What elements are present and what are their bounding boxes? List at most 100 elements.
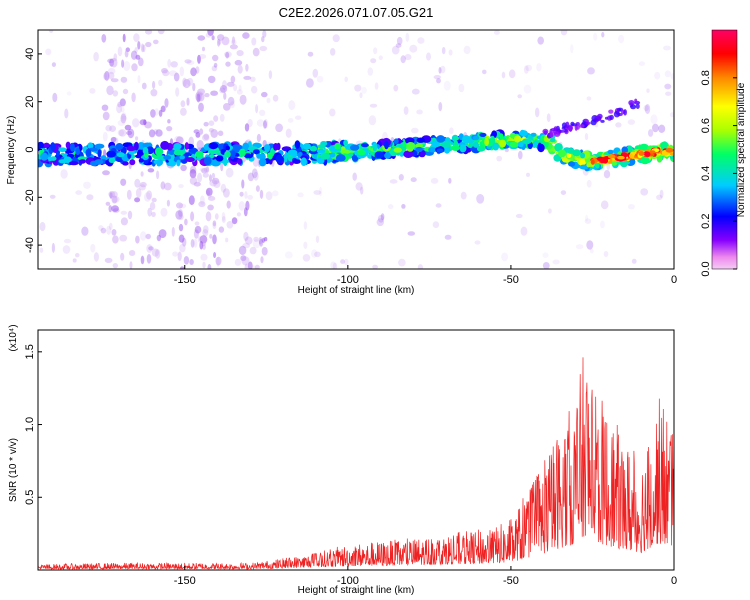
- noise-speckle: [263, 120, 267, 129]
- snr-x-ticks: -150 -100 -50 0: [174, 566, 677, 587]
- noise-speckle: [258, 236, 263, 245]
- ridge-blob: [656, 154, 663, 163]
- ridge-blob: [517, 141, 524, 148]
- noise-speckle: [600, 200, 609, 210]
- noise-speckle: [139, 119, 147, 126]
- noise-speckle: [110, 78, 119, 83]
- noise-speckle: [138, 184, 146, 191]
- noise-speckle: [226, 81, 235, 87]
- noise-speckle: [108, 190, 115, 198]
- ridge-blob: [173, 149, 184, 156]
- noise-speckle: [188, 195, 195, 206]
- noise-speckle: [436, 78, 441, 84]
- noise-speckle: [202, 172, 209, 178]
- noise-speckle: [552, 259, 560, 265]
- noise-speckle: [197, 35, 206, 41]
- noise-speckle: [330, 261, 337, 269]
- noise-speckle: [618, 34, 625, 44]
- noise-speckle: [380, 213, 385, 221]
- noise-speckle: [628, 204, 635, 210]
- noise-speckle: [252, 239, 261, 249]
- noise-speckle: [146, 253, 152, 264]
- noise-speckle: [314, 251, 321, 258]
- noise-speckle: [244, 236, 253, 245]
- ridge-blob: [489, 135, 496, 144]
- noise-speckle: [236, 50, 244, 57]
- ridge-blob: [126, 145, 136, 152]
- noise-speckle: [359, 92, 363, 99]
- colorbar-tick-label: 0.4: [700, 166, 712, 181]
- noise-speckle: [372, 264, 378, 269]
- noise-speckle: [205, 189, 211, 197]
- noise-speckle: [400, 55, 406, 64]
- noise-speckle: [86, 194, 94, 201]
- noise-speckle: [243, 75, 252, 80]
- ridge-blob: [415, 146, 423, 153]
- noise-speckle: [458, 83, 465, 93]
- ridge-blob: [341, 149, 351, 154]
- noise-speckle: [197, 54, 201, 64]
- noise-speckle: [117, 101, 123, 108]
- noise-speckle: [104, 257, 113, 263]
- noise-speckle: [417, 37, 425, 44]
- noise-speckle: [199, 128, 204, 135]
- noise-speckle: [272, 190, 279, 197]
- noise-speckle: [438, 67, 442, 74]
- ridge-blob: [185, 157, 195, 163]
- noise-speckle: [265, 191, 273, 201]
- noise-speckle: [537, 36, 544, 45]
- noise-speckle: [535, 107, 540, 118]
- noise-speckle: [560, 190, 567, 196]
- noise-speckle: [211, 172, 215, 179]
- ridge-blob: [509, 132, 516, 139]
- noise-speckle: [155, 129, 163, 137]
- noise-speckle: [295, 115, 302, 120]
- noise-speckle: [627, 119, 636, 125]
- noise-speckle: [180, 164, 187, 172]
- ridge-blob: [639, 143, 649, 151]
- noise-speckle: [120, 178, 127, 186]
- noise-speckle: [297, 192, 304, 198]
- noise-speckle: [650, 114, 658, 124]
- noise-speckle: [140, 255, 145, 265]
- noise-speckle: [416, 109, 423, 115]
- noise-speckle: [542, 262, 550, 269]
- noise-speckle: [234, 258, 242, 266]
- noise-speckle: [147, 207, 152, 217]
- noise-speckle: [526, 172, 530, 177]
- upper-branch-blob: [600, 119, 605, 123]
- snr-y-ticks: 0.5 1.0 1.5: [24, 344, 42, 505]
- ridge-blob: [87, 142, 94, 149]
- noise-speckle: [133, 33, 140, 42]
- noise-speckle: [303, 241, 308, 249]
- noise-speckle: [172, 251, 179, 257]
- noise-speckle: [213, 180, 221, 189]
- noise-speckle: [227, 96, 235, 106]
- noise-speckle: [448, 49, 453, 56]
- noise-speckle: [411, 88, 420, 95]
- noise-speckle: [173, 72, 180, 82]
- noise-speckle: [202, 229, 209, 237]
- noise-speckle: [496, 155, 503, 162]
- noise-speckle: [262, 30, 267, 38]
- ridge-blob: [579, 164, 589, 170]
- ridge-blob: [303, 143, 311, 150]
- noise-speckle: [213, 115, 219, 122]
- noise-speckle: [152, 80, 156, 90]
- spectrogram-x-ticks: -150 -100 -50 0: [174, 265, 677, 286]
- noise-speckle: [107, 58, 115, 64]
- noise-speckle: [586, 240, 594, 250]
- ridge-blob: [273, 143, 279, 151]
- upper-branch-blob: [564, 129, 568, 133]
- noise-speckle: [196, 140, 204, 150]
- noise-speckle: [129, 261, 133, 269]
- noise-speckle: [190, 239, 195, 248]
- noise-speckle: [106, 85, 114, 96]
- ridge-blob: [393, 138, 399, 144]
- ridge-blob: [215, 155, 224, 162]
- ridge-blob: [329, 152, 336, 158]
- upper-branch-blob: [608, 109, 614, 114]
- noise-speckle: [460, 191, 467, 200]
- noise-speckle: [593, 32, 598, 41]
- spectrogram-x-tick-label: 0: [671, 274, 677, 286]
